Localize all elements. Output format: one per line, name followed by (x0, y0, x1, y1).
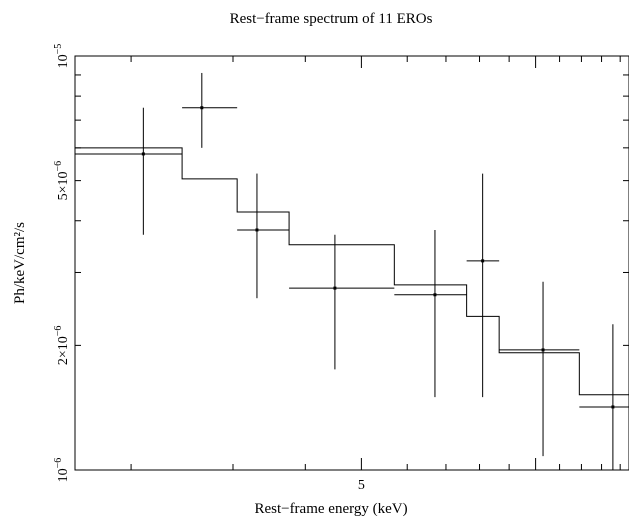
y-tick-label: 10−6 (53, 458, 71, 483)
x-tick-label: 5 (358, 478, 365, 493)
point-marker (541, 348, 545, 352)
point-marker (200, 106, 204, 110)
data-point-5 (394, 229, 467, 398)
y-axis-label: Ph/keV/cm²/s (12, 222, 28, 304)
data-point-4 (289, 234, 395, 370)
y-tick-mantissa: 10 (56, 468, 71, 482)
data-points (75, 72, 629, 470)
y-tick-mantissa: 5×10 (56, 171, 71, 200)
y-tick-label: 10−5 (53, 44, 71, 69)
model-line (75, 147, 629, 396)
point-marker (481, 259, 485, 263)
x-axis-label: Rest−frame energy (keV) (254, 501, 407, 517)
point-marker (433, 293, 437, 297)
y-tick-mantissa: 10 (56, 54, 71, 68)
y-tick-label: 2×10−6 (53, 326, 71, 366)
data-point-6 (466, 173, 500, 398)
data-point-3 (237, 173, 290, 299)
chart-title: Rest−frame spectrum of 11 EROs (230, 11, 433, 27)
y-tick-label: 5×10−6 (53, 161, 71, 201)
y-tick-exponent: −6 (53, 326, 64, 337)
model-histogram (75, 147, 629, 396)
point-marker (255, 228, 259, 232)
data-point-1 (75, 107, 183, 235)
y-tick-mantissa: 2×10 (56, 336, 71, 365)
data-point-2 (182, 72, 238, 148)
y-axis: 10−55×10−62×10−610−6 (53, 44, 629, 483)
y-tick-exponent: −5 (53, 44, 64, 55)
data-point-8 (579, 324, 629, 470)
y-tick-exponent: −6 (53, 458, 64, 469)
x-axis: 5 (130, 56, 621, 493)
y-tick-exponent: −6 (53, 161, 64, 172)
point-marker (333, 286, 337, 290)
data-point-7 (499, 281, 580, 457)
point-marker (141, 152, 145, 156)
plot-frame (74, 55, 629, 471)
point-marker (611, 405, 615, 409)
